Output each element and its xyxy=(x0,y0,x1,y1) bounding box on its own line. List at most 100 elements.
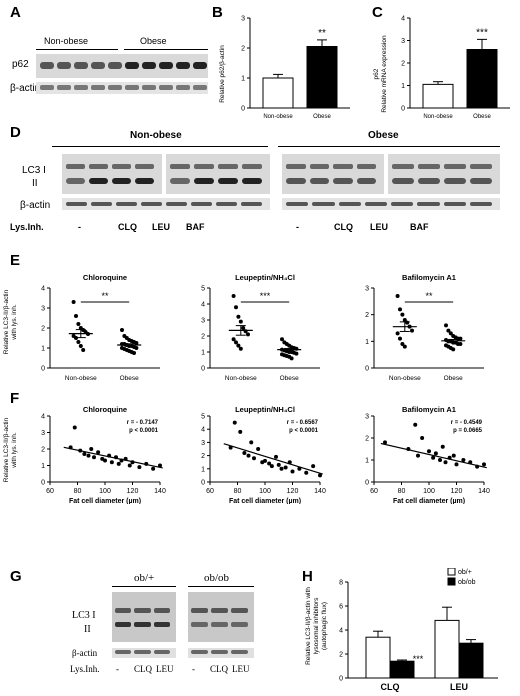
panel-e-data-point xyxy=(234,340,238,345)
panel-b-ytick-label: 2 xyxy=(241,46,245,53)
p62-band xyxy=(74,62,88,69)
panel-e-ytick-label: 1 xyxy=(365,339,369,346)
lc3-i-band xyxy=(218,164,238,169)
panel-b-ytick-label: 3 xyxy=(241,16,245,23)
panel-f-p-value: p < 0.0001 xyxy=(289,428,319,434)
panel-f-data-point xyxy=(92,455,96,460)
lc3-ii-band xyxy=(392,178,414,184)
panel-f-ytick-label: 2 xyxy=(365,436,369,443)
panel-f-regression-line xyxy=(63,446,163,469)
panel-e-ytick-label: 4 xyxy=(41,286,45,293)
panel-h-bar xyxy=(389,660,415,679)
actin-band xyxy=(91,85,105,90)
panel-c-chart: p62 Relative mRNA expression 0 1 2 3 4 Non-ob… xyxy=(373,16,510,120)
blot-a-row-p62: p62 xyxy=(12,59,29,70)
panel-h-ytick-label: 8 xyxy=(339,580,343,587)
panel-c-ytick-label: 0 xyxy=(401,106,405,113)
actin-band xyxy=(216,202,237,206)
blot-g-row-actin: β-actin xyxy=(72,648,98,658)
panel-f-plot-3: Bafilomycin A1 0 1 2 3 60 80 100 120 140 Fat cell … xyxy=(365,405,490,504)
panel-f-data-point xyxy=(252,456,256,461)
panel-c-ytick-label: 1 xyxy=(401,83,405,90)
panel-f-ytick-label: 3 xyxy=(41,430,45,437)
actin-band xyxy=(391,202,414,206)
panel-e-data-point xyxy=(238,346,243,351)
lc3-i-band xyxy=(286,164,306,169)
panel-f-data-point xyxy=(482,462,486,467)
panel-f-ytick-label: 0 xyxy=(365,480,369,487)
panel-e-data-point xyxy=(76,322,81,326)
panel-c-category-label: Obese xyxy=(473,114,491,120)
panel-h-ytick-label: 6 xyxy=(339,604,343,611)
lc3-i-band xyxy=(112,164,131,169)
panel-f-data-point xyxy=(290,469,295,474)
blot-g-lane-label: CLQ xyxy=(134,664,152,674)
panel-e-category-label: Non-obese xyxy=(65,375,97,382)
panel-e-data-point xyxy=(76,340,81,344)
panel-e-category-label: Obese xyxy=(444,375,464,382)
blot-d-row-lysinh: Lys.Inh. xyxy=(10,222,44,232)
p62-band xyxy=(57,62,71,69)
panel-c-ytick-label: 2 xyxy=(401,61,405,68)
panel-f-r-value: r = - 0.4549 xyxy=(451,420,483,426)
panel-e-data-point xyxy=(395,331,400,336)
actin-band xyxy=(417,202,440,206)
lc3-ii-band xyxy=(333,178,353,184)
panel-label-h: H xyxy=(302,568,313,585)
blot-d-strip-1 xyxy=(62,154,162,194)
panel-f-r-value: r = - 0.7147 xyxy=(127,420,159,426)
panel-f-ytick-label: 3 xyxy=(201,440,205,447)
blot-g-line-right xyxy=(188,586,254,587)
lc3-i-band xyxy=(333,164,353,169)
panel-h-bar xyxy=(434,619,460,679)
actin-band xyxy=(115,650,132,654)
panel-f-charts: Relative LC3-II/β-actin with lys. inh. C… xyxy=(3,405,490,504)
blot-g-group-left: ob/+ xyxy=(134,572,155,584)
lc3-ii-band xyxy=(356,178,376,184)
panel-f-ytick-label: 0 xyxy=(201,480,205,487)
blot-a-line-left xyxy=(36,49,118,50)
p62-band xyxy=(40,62,54,69)
panel-e-data-point xyxy=(236,343,241,348)
panel-f-xtick-label: 60 xyxy=(206,488,214,495)
panel-f-data-point xyxy=(109,460,114,465)
panel-c-ylabel-1: p62 xyxy=(373,68,380,79)
panel-label-b: B xyxy=(212,4,223,21)
panel-h-ylabel-2: lysosomal inhibitors xyxy=(313,597,320,654)
panel-e-data-point xyxy=(294,351,299,356)
panel-f-plot-2: Leupeptin/NH₄Cl 0 1 2 3 4 5 60 80 100 120 140 Fat ce… xyxy=(201,405,326,504)
panel-c-bar xyxy=(466,49,498,109)
panel-f-ytick-label: 0 xyxy=(41,480,45,487)
actin-band xyxy=(211,650,228,654)
panel-h-legend-swatch xyxy=(447,568,456,576)
panel-h-significance: *** xyxy=(413,654,424,664)
panel-f-xtick-label: 100 xyxy=(423,488,435,495)
actin-band xyxy=(193,85,207,90)
panel-h-bar xyxy=(365,636,391,679)
p62-band xyxy=(125,62,139,69)
panel-e-category-label: Obese xyxy=(120,375,140,382)
lc3-ii-band xyxy=(134,622,151,627)
panel-b-ytick-label: 1 xyxy=(241,76,245,83)
panel-e-data-point xyxy=(231,337,236,342)
panel-h-ytick-label: 0 xyxy=(339,676,343,683)
panel-e-data-point xyxy=(395,294,400,298)
panel-f-xtick-label: 140 xyxy=(154,488,166,495)
panel-f-xtick-label: 60 xyxy=(370,488,378,495)
blot-d-strip-4 xyxy=(388,154,500,194)
panel-b-category-label: Non-obese xyxy=(263,114,293,120)
actin-band xyxy=(176,85,190,90)
panel-f-plot-title: Leupeptin/NH₄Cl xyxy=(235,405,295,414)
panel-label-f: F xyxy=(10,390,20,407)
panel-e-ytick-label: 2 xyxy=(41,326,45,333)
panel-e-data-point xyxy=(400,342,405,346)
p62-band xyxy=(142,62,156,69)
lc3-i-band xyxy=(470,164,492,169)
panel-f-ytick-label: 2 xyxy=(201,453,205,460)
panel-f-data-point xyxy=(279,466,284,471)
panel-e-data-point xyxy=(134,346,139,350)
panel-h-ytick-label: 2 xyxy=(339,652,343,659)
blot-d-lane-label: BAF xyxy=(186,222,205,232)
lc3-i-band xyxy=(191,608,208,613)
blot-g-row-lysinh: Lys.Inh. xyxy=(70,664,100,674)
